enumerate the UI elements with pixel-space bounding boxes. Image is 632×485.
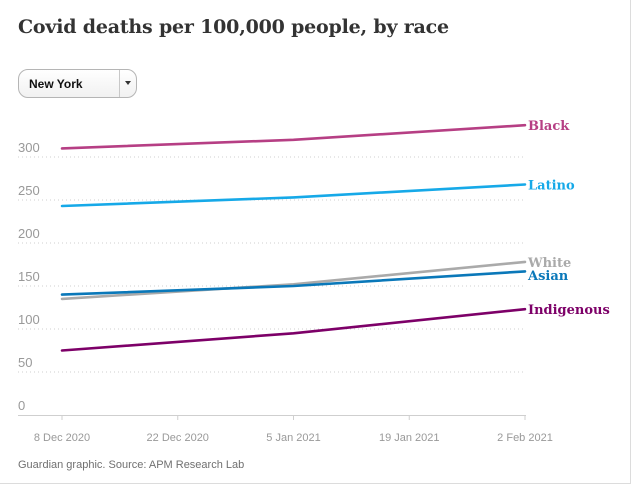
x-tick-label: 8 Dec 2020 bbox=[34, 432, 90, 444]
y-tick-label: 150 bbox=[18, 269, 40, 284]
y-tick-label: 300 bbox=[18, 140, 40, 155]
chevron-down-icon bbox=[125, 81, 131, 85]
x-tick-label: 2 Feb 2021 bbox=[497, 432, 553, 444]
chart-grid bbox=[18, 156, 526, 373]
series-label-black: Black bbox=[528, 119, 570, 134]
x-tick-label: 19 Jan 2021 bbox=[379, 432, 440, 444]
series-label-indigenous: Indigenous bbox=[528, 303, 610, 318]
series-line-white bbox=[60, 260, 527, 301]
y-tick-label: 250 bbox=[18, 183, 40, 198]
chart-series bbox=[60, 123, 527, 352]
series-line-latino bbox=[60, 183, 527, 208]
y-tick-label: 200 bbox=[18, 226, 40, 241]
y-tick-label: 0 bbox=[18, 398, 25, 413]
source-note: Guardian graphic. Source: APM Research L… bbox=[18, 459, 245, 471]
series-label-asian: Asian bbox=[527, 269, 569, 284]
series-label-white: White bbox=[527, 256, 571, 271]
series-line-black bbox=[60, 123, 527, 150]
y-tick-label: 50 bbox=[18, 355, 32, 370]
x-tick-label: 22 Dec 2020 bbox=[147, 432, 209, 444]
chart-title: Covid deaths per 100,000 people, by race bbox=[18, 16, 449, 38]
region-select-value: New York bbox=[29, 77, 83, 91]
y-tick-label: 100 bbox=[18, 312, 40, 327]
series-line-indigenous bbox=[60, 307, 527, 352]
region-select[interactable]: New York bbox=[18, 69, 137, 98]
series-line-asian bbox=[60, 270, 527, 296]
series-label-latino: Latino bbox=[528, 179, 575, 194]
x-tick-label: 5 Jan 2021 bbox=[266, 432, 320, 444]
select-arrow-button[interactable] bbox=[119, 70, 136, 97]
chart-axes: 0 50 100 150 200 250 300 8 Dec 2020 22 Dec 2020 5… bbox=[18, 140, 553, 444]
